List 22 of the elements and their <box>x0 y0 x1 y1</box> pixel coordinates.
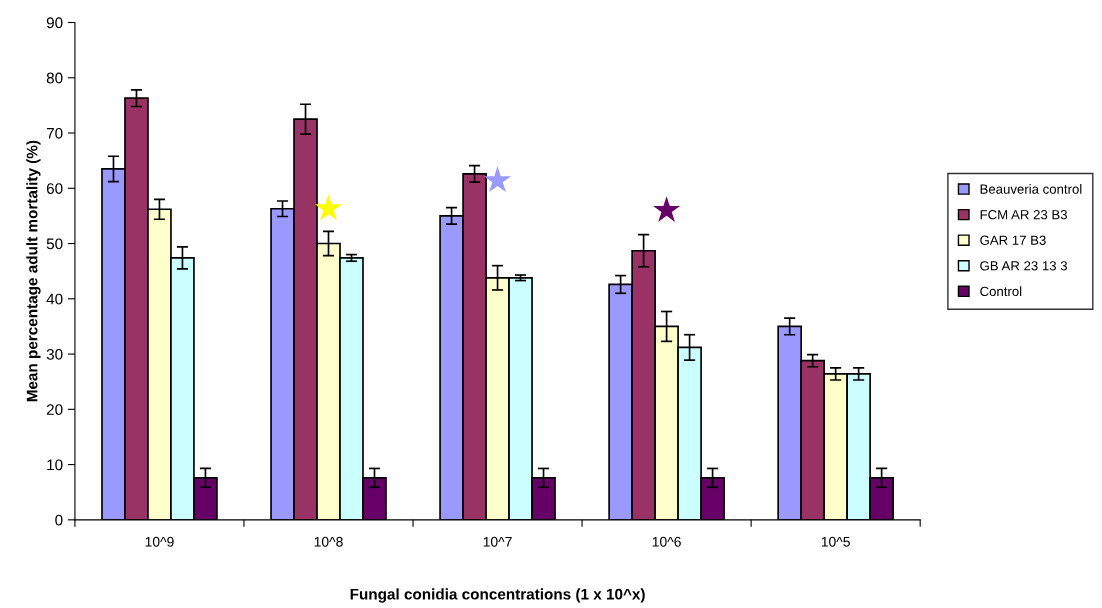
y-tick-label: 0 <box>55 514 63 526</box>
y-tick-label: 60 <box>46 183 63 194</box>
legend-label: FCM AR 23 B3 <box>980 210 1067 220</box>
y-axis-title: Mean percentage adult mortality (%) <box>26 140 41 402</box>
x-tick-label: 10^5 <box>821 536 850 547</box>
y-tick-label: 20 <box>46 404 63 416</box>
y-tick-label: 70 <box>46 127 63 139</box>
legend-label: Control <box>980 286 1022 297</box>
y-tick-label: 90 <box>46 17 63 29</box>
legend-label: GAR 17 B3 <box>980 235 1046 245</box>
y-tick-label: 10 <box>47 459 63 471</box>
y-tick-label: 80 <box>46 72 63 84</box>
legend-label: Beauveria control <box>980 184 1082 194</box>
legend-label: GB AR 23 13 3 <box>980 261 1068 271</box>
y-tick-label: 50 <box>46 238 63 250</box>
y-tick-label: 30 <box>46 348 63 360</box>
x-axis-title: Fungal conidia concentrations (1 x 10^x) <box>350 588 645 603</box>
x-tick-label: 10^7 <box>483 536 512 547</box>
x-tick-label: 10^6 <box>652 536 681 547</box>
x-tick-label: 10^9 <box>145 536 174 547</box>
y-tick-label: 40 <box>46 293 63 305</box>
x-tick-label: 10^8 <box>314 536 343 547</box>
